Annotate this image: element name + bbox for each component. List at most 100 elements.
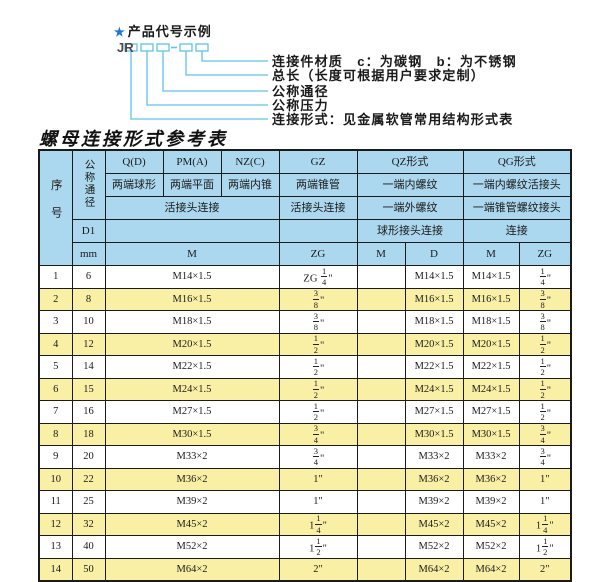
cell-dn: 14 [71,355,106,379]
cell-qg-zg: 3 4 " [518,422,572,446]
header-pm: PM(A) [162,149,222,174]
callout-line-diameter [162,51,268,92]
product-code-prefix: JR [117,40,134,55]
cell-qg-zg: 3 8 " [518,287,572,311]
cell-dn: 18 [71,422,106,446]
diagram-heading: ★ 产品代号示例 [114,21,212,40]
cell-gz: 1 2 " [278,355,358,379]
table-row: 8 18 M30×1.5 3 4 " M30×1.5 M30×1.5 3 4 " [38,422,572,446]
table-row: 3 10 M18×1.5 3 8 " M18×1.5 M18×1.5 3 8 " [38,310,572,334]
cell-qg-zg: 1" [518,490,572,514]
cell-qz-m [356,332,406,356]
table-header: 序号 公称通径 Q(D) PM(A) NZ(C) GZ QZ形式 QG形式 两端… [38,149,572,266]
header-qg-zg: ZG [518,242,572,266]
header-qg-sub2: 一端锥管螺纹接头 [462,196,572,220]
cell-qg-m: M24×1.5 [462,377,520,401]
cell-no: 4 [38,332,73,356]
table-row: 11 25 M39×2 1" M39×2 M39×2 1" [38,490,572,514]
cell-qg-m: M45×2 [462,512,520,536]
cell-m: M64×2 [104,557,280,582]
cell-qg-zg: 1 2 " [518,355,572,379]
callout-label-diameter: 公称通径 [272,84,329,99]
cell-qz-m [356,535,406,559]
header-d1: D1 [71,219,106,243]
cell-qz-d: M39×2 [404,490,464,514]
cell-dn: 16 [71,400,106,424]
cell-gz: 1" [278,490,358,514]
table-row: 5 14 M22×1.5 1 2 " M22×1.5 M22×1.5 1 2 " [38,355,572,379]
cell-m: M18×1.5 [104,310,280,334]
cell-dn: 12 [71,332,106,356]
cell-dn: 15 [71,377,106,401]
cell-qg-zg: 3 8 " [518,310,572,334]
cell-dn: 8 [71,287,106,311]
cell-m: M27×1.5 [104,400,280,424]
cell-qg-m: M18×1.5 [462,310,520,334]
cell-qg-m: M30×1.5 [462,422,520,446]
cell-dn: 32 [71,512,106,536]
table-row: 13 40 M52×2 1 1 2 " M52×2 M52×2 1 1 2 " [38,535,572,559]
cell-qg-m: M14×1.5 [462,265,520,289]
header-pm-sub: 两端平面 [162,173,222,197]
cell-m: M36×2 [104,467,280,491]
blank-cell-gz [278,219,358,243]
cell-qz-d: M20×1.5 [404,332,464,356]
table-title: 螺母连接形式参考表 [39,129,228,150]
cell-qz-m [356,310,406,334]
table-row: 10 22 M36×2 1" M36×2 M36×2 1" [38,467,572,491]
cell-no: 3 [38,310,73,334]
cell-qg-m: M20×1.5 [462,332,520,356]
header-qg-sub1: 一端内螺纹活接头 [462,173,572,197]
cell-no: 7 [38,400,73,424]
table-row: 14 50 M64×2 2" M64×2 M64×2 2" [38,557,572,582]
cell-m: M14×1.5 [104,265,280,289]
callout-line-form [130,51,268,120]
cell-dn: 20 [71,445,106,469]
table-row: 6 15 M24×1.5 1 2 " M24×1.5 M24×1.5 1 2 " [38,377,572,401]
cell-qg-m: M64×2 [462,557,520,582]
cell-dn: 40 [71,535,106,559]
cell-qz-m [356,467,406,491]
product-code-diagram: ★ 产品代号示例 JR 连接件材质 c：为碳钢 b：为不锈钢 总长（长度可根据用户… [0,0,600,150]
diagram-heading-text: 产品代号示例 [127,24,212,39]
cell-qg-zg: 1 1 2 " [518,535,572,559]
header-zg-gz: ZG [278,242,358,266]
cell-qz-m [356,377,406,401]
cell-qz-d: M30×1.5 [404,422,464,446]
cell-qg-m: M16×1.5 [462,287,520,311]
cell-m: M20×1.5 [104,332,280,356]
cell-gz: 2" [278,557,358,582]
code-box-2 [140,43,154,52]
blank-cell-left [104,219,280,243]
cell-gz: 3 8 " [278,287,358,311]
cell-no: 13 [38,535,73,559]
star-icon: ★ [114,25,126,39]
cell-qz-m [356,445,406,469]
cell-qz-d: M64×2 [404,557,464,582]
cell-dn: 22 [71,467,106,491]
cell-qg-zg: 2" [518,557,572,582]
cell-no: 9 [38,445,73,469]
header-union-left: 活接头连接 [104,196,280,220]
cell-gz: 3 8 " [278,310,358,334]
cell-no: 8 [38,422,73,446]
cell-no: 6 [38,377,73,401]
cell-gz: 1 2 " [278,332,358,356]
cell-qz-d: M24×1.5 [404,377,464,401]
cell-qz-d: M16×1.5 [404,287,464,311]
table-row: 7 16 M27×1.5 1 2 " M27×1.5 M27×1.5 1 2 " [38,400,572,424]
cell-qg-zg: 1 2 " [518,377,572,401]
cell-qg-zg: 1" [518,467,572,491]
header-qz-sub3: 球形接头连接 [356,219,464,243]
table-row: 12 32 M45×2 1 1 4 " M45×2 M45×2 1 1 4 " [38,512,572,536]
header-q-sub: 两端球形 [104,173,164,197]
